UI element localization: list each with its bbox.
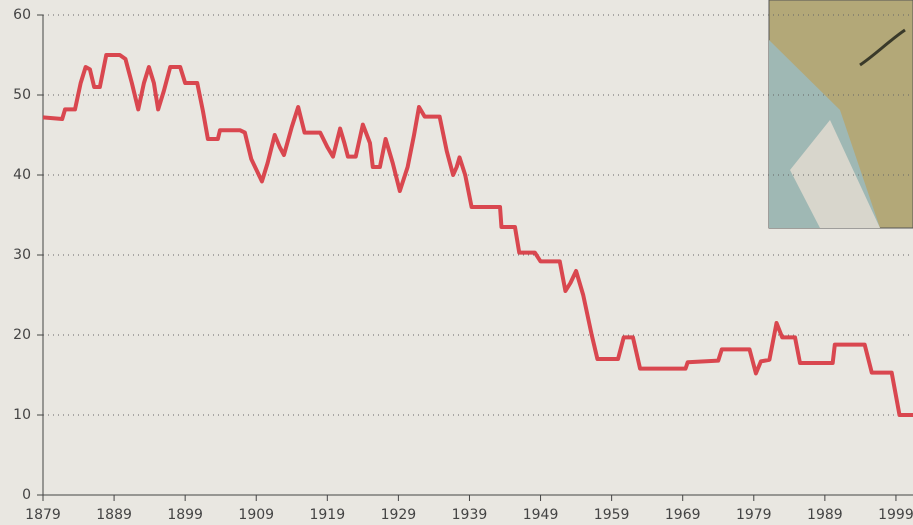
x-tick-label: 1909 [238,507,274,523]
y-tick-label: 60 [13,7,31,23]
y-tick-label: 50 [13,87,31,103]
chart: 0 10 20 30 40 50 60 1879 1889 1899 1909 1919 1929 193… [0,0,913,525]
y-tick-label: 30 [13,247,31,263]
x-tick-label: 1969 [665,507,701,523]
x-tick-label: 1989 [807,507,843,523]
x-tick-label: 1889 [96,507,132,523]
y-tick-label: 40 [13,167,31,183]
x-tick-label: 1939 [452,507,488,523]
y-tick-label: 10 [13,407,31,423]
x-tick-label: 1919 [309,507,345,523]
x-tick-label: 1929 [381,507,417,523]
x-tick-label: 1899 [167,507,203,523]
x-tick-label: 1879 [25,507,61,523]
inset-photo [769,0,913,228]
x-tick-label: 1979 [736,507,772,523]
x-tick-label: 1949 [523,507,559,523]
y-tick-label: 20 [13,327,31,343]
y-tick-label: 0 [22,487,31,503]
x-tick-label: 1959 [594,507,630,523]
x-tick-label: 1999 [878,507,913,523]
